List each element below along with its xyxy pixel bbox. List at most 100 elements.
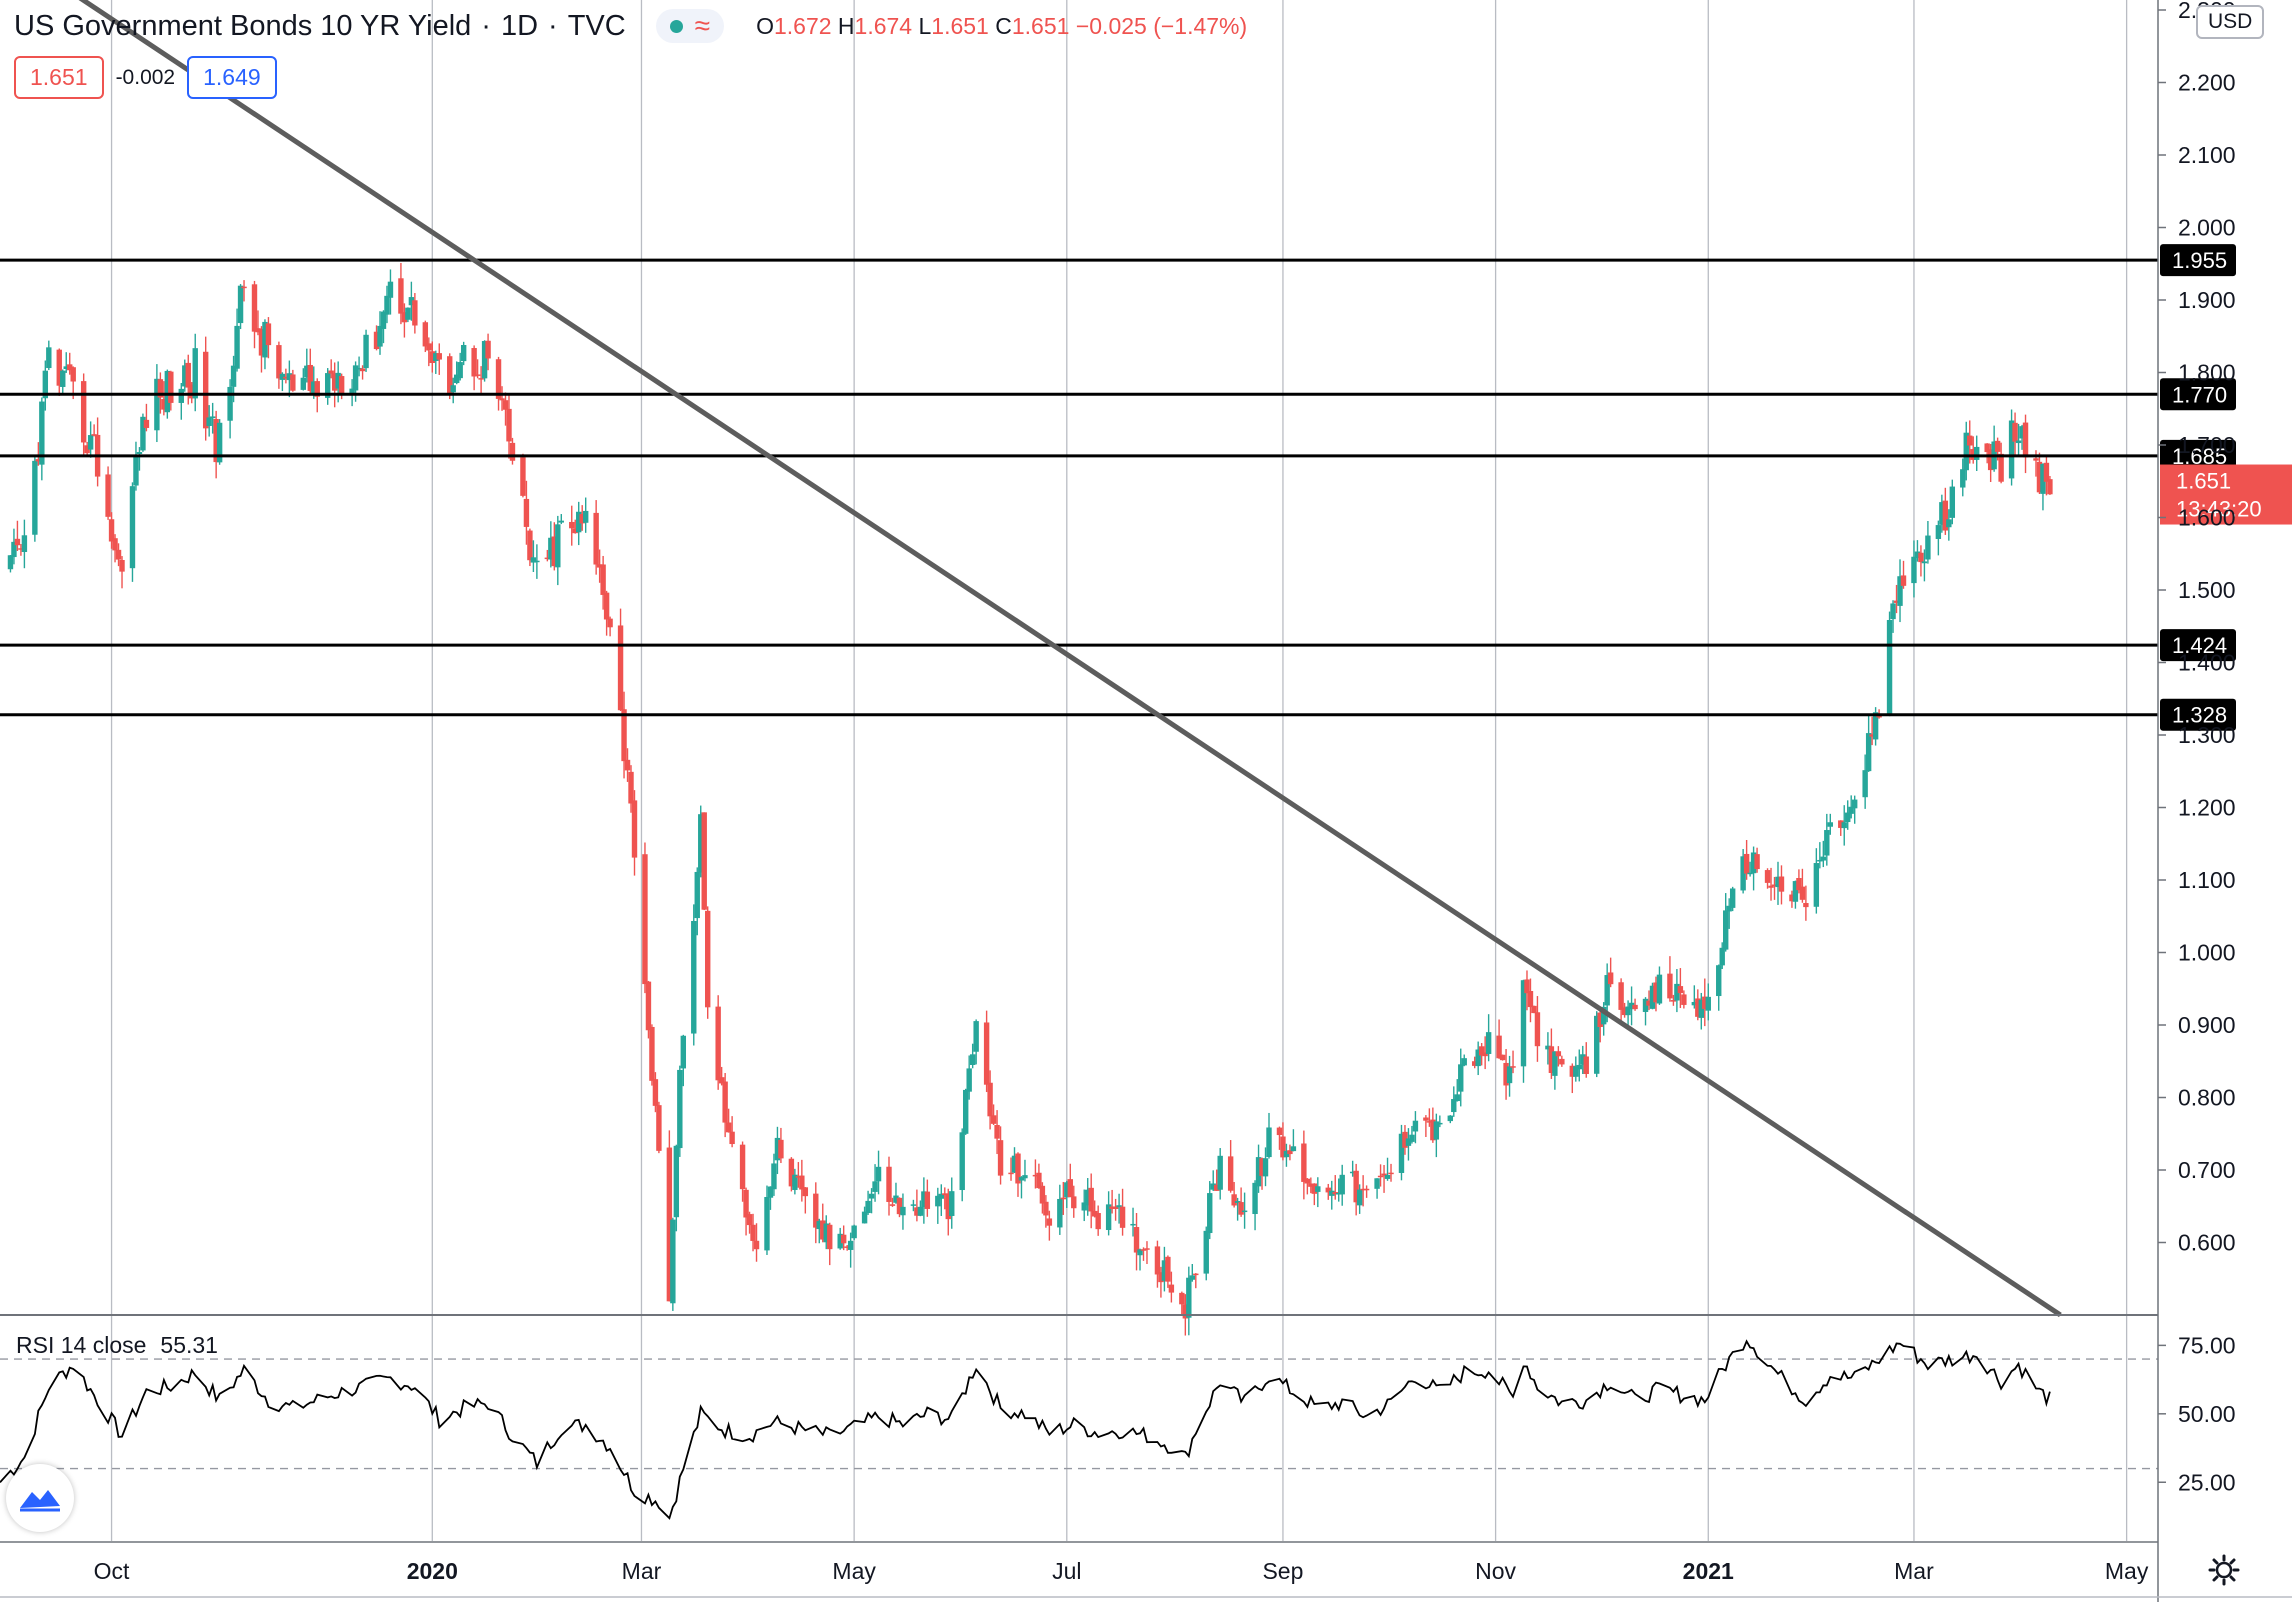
- candle-body: [527, 530, 533, 561]
- candle-body: [227, 386, 233, 421]
- candle-body: [1315, 1186, 1321, 1192]
- candle-body: [624, 759, 631, 771]
- candle-body: [380, 311, 387, 329]
- candle-body: [328, 370, 334, 374]
- candle-body: [495, 359, 502, 399]
- x-tick-label: May: [832, 1558, 876, 1584]
- candle-body: [1430, 1119, 1436, 1141]
- candle-body: [718, 1077, 725, 1084]
- candle-body: [1771, 884, 1778, 887]
- candle-body: [279, 373, 286, 380]
- candle-body: [1116, 1205, 1122, 1208]
- candle-body: [596, 564, 603, 568]
- currency-badge[interactable]: USD: [2196, 5, 2265, 39]
- candle-body: [1698, 1000, 1704, 1018]
- last-price-value: 1.651: [2176, 469, 2231, 494]
- candle-body: [1255, 1157, 1262, 1187]
- candle-body: [691, 920, 697, 1034]
- symbol-title[interactable]: US Government Bonds 10 YR Yield: [14, 9, 472, 42]
- candle-body: [1729, 888, 1736, 908]
- level-price-label-bg: [2160, 439, 2236, 472]
- market-status-badge[interactable]: ≈: [655, 9, 725, 43]
- candle-body: [1872, 712, 1879, 740]
- candle-body: [900, 1206, 906, 1216]
- candle-body: [1719, 947, 1725, 966]
- candle-body: [771, 1163, 777, 1190]
- y-tick-label: 0.600: [2178, 1230, 2236, 1256]
- candle-body: [1363, 1188, 1370, 1191]
- candle-body: [1280, 1136, 1286, 1158]
- candle-body: [70, 367, 76, 382]
- candle-body: [1918, 552, 1924, 563]
- candle-body: [555, 524, 561, 568]
- candle-body: [851, 1225, 857, 1239]
- candle-body: [1447, 1115, 1453, 1122]
- candle-body: [840, 1234, 847, 1244]
- rsi-tick-label: 25.00: [2178, 1469, 2236, 1495]
- level-price-label: 1.328: [2172, 703, 2227, 728]
- candle-body: [331, 373, 338, 391]
- y-tick-label: 1.400: [2178, 650, 2236, 676]
- candle-body: [816, 1221, 822, 1230]
- candle-body: [1259, 1158, 1265, 1176]
- y-tick-label: 0.900: [2178, 1012, 2236, 1038]
- candle-body: [1705, 996, 1711, 1011]
- candle-body: [1499, 1054, 1506, 1061]
- candle-body: [2015, 440, 2022, 444]
- settings-gear-icon[interactable]: [2208, 1554, 2240, 1586]
- y-tick-label: 0.700: [2178, 1157, 2236, 1183]
- candle-body: [617, 625, 624, 711]
- candle-body: [1677, 986, 1684, 994]
- candle-body: [694, 871, 700, 919]
- buy-price-button[interactable]: 1.649: [187, 56, 277, 99]
- candle-body: [1764, 870, 1771, 883]
- candle-body: [983, 1022, 990, 1085]
- candle-body: [216, 422, 223, 463]
- candle-body: [1234, 1201, 1241, 1203]
- candle-body: [1967, 435, 1973, 446]
- rsi-legend[interactable]: RSI 14 close 55.31: [16, 1332, 218, 1359]
- candle-body: [910, 1204, 917, 1206]
- candle-body: [1043, 1201, 1049, 1216]
- candle-body: [1723, 910, 1729, 950]
- candle-body: [1478, 1046, 1485, 1056]
- candle-body: [572, 528, 578, 534]
- candle-body: [1597, 1012, 1603, 1027]
- candle-body: [725, 1122, 732, 1133]
- candle-body: [46, 347, 52, 369]
- tradingview-logo-icon[interactable]: [6, 1464, 74, 1532]
- candle-body: [921, 1191, 927, 1208]
- level-price-label-bg: [2160, 629, 2236, 662]
- candle-body: [2019, 426, 2025, 439]
- candle-body: [1349, 1171, 1356, 1174]
- candle-body: [1768, 885, 1774, 888]
- candles: [7, 262, 2053, 1336]
- candle-body: [1559, 1058, 1565, 1065]
- candle-body: [422, 322, 429, 347]
- candle-body: [1426, 1121, 1433, 1123]
- candle-body: [1573, 1066, 1579, 1077]
- candle-body: [1304, 1178, 1311, 1184]
- candle-body: [1262, 1158, 1269, 1177]
- candle-body: [105, 474, 111, 517]
- sell-price-button[interactable]: 1.651: [14, 56, 104, 99]
- candle-body: [1022, 1175, 1028, 1179]
- candle-body: [1869, 734, 1875, 737]
- trendline[interactable]: [0, 0, 2062, 1318]
- y-tick-label: 1.200: [2178, 795, 2236, 821]
- candle-body: [108, 519, 115, 542]
- candle-body: [523, 498, 530, 527]
- candle-body: [32, 460, 38, 535]
- x-tick-label: May: [2105, 1558, 2149, 1584]
- candle-body: [701, 812, 707, 910]
- candle-body: [2012, 422, 2018, 442]
- candle-body: [1750, 852, 1757, 874]
- candle-body: [335, 372, 341, 389]
- interval-label[interactable]: 1D: [500, 9, 539, 42]
- candle-body: [520, 457, 526, 496]
- candle-body: [1628, 1002, 1635, 1010]
- candle-body: [1935, 525, 1942, 539]
- candle-body: [1252, 1182, 1258, 1215]
